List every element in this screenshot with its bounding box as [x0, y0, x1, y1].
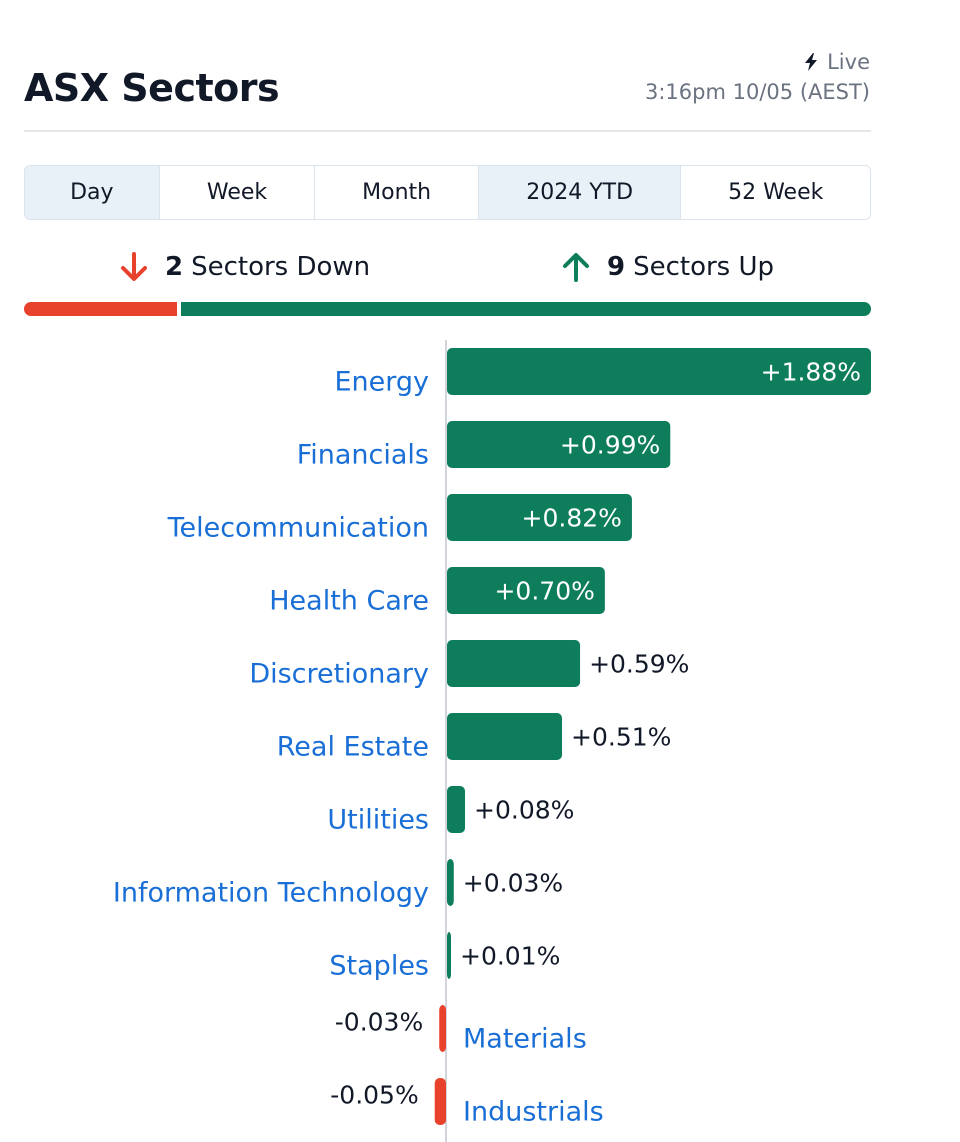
value-label-materials: -0.03%	[335, 1008, 423, 1037]
bar-telecommunication[interactable]	[447, 494, 632, 541]
category-label-materials[interactable]: Materials	[463, 1024, 587, 1055]
category-label-information-technology[interactable]: Information Technology	[113, 878, 429, 909]
sectors-down-summary: 2 Sectors Down	[117, 250, 370, 284]
sectors-up-count: 9	[607, 252, 626, 282]
category-label-health-care[interactable]: Health Care	[269, 586, 429, 617]
tab-52-week[interactable]: 52 Week	[681, 166, 870, 219]
bar-energy[interactable]	[447, 348, 871, 395]
value-label-telecommunication: +0.82%	[522, 504, 622, 533]
bar-utilities[interactable]	[447, 786, 466, 833]
tab-week[interactable]: Week	[159, 166, 316, 219]
category-label-real-estate[interactable]: Real Estate	[277, 732, 429, 763]
timestamp: 3:16pm 10/05 (AEST)	[645, 80, 870, 104]
arrow-up-icon	[563, 253, 589, 282]
ratio-bar-up	[181, 302, 871, 316]
sectors-up-summary: 9 Sectors Up	[559, 250, 774, 284]
period-tabs: Day Week Month 2024 YTD 52 Week	[24, 165, 871, 220]
value-label-staples: +0.01%	[460, 942, 560, 971]
category-label-energy[interactable]: Energy	[334, 367, 429, 398]
bar-materials[interactable]	[439, 1005, 446, 1052]
category-label-telecommunication[interactable]: Telecommunication	[167, 513, 429, 544]
value-label-utilities: +0.08%	[474, 796, 574, 825]
category-label-discretionary[interactable]: Discretionary	[249, 659, 429, 690]
ratio-bar-down	[24, 302, 177, 316]
bar-discretionary[interactable]	[447, 640, 581, 687]
value-label-health-care: +0.70%	[494, 577, 594, 606]
arrow-down-icon	[121, 252, 147, 281]
value-label-financials: +0.99%	[560, 431, 660, 460]
category-label-industrials[interactable]: Industrials	[463, 1097, 604, 1128]
page-title: ASX Sectors	[24, 66, 280, 110]
bar-health-care[interactable]	[447, 567, 605, 614]
bar-information-technology[interactable]	[447, 859, 454, 906]
bar-industrials[interactable]	[434, 1078, 446, 1125]
live-label: Live	[827, 50, 870, 74]
value-label-real-estate: +0.51%	[571, 723, 671, 752]
value-label-discretionary: +0.59%	[589, 650, 689, 679]
live-indicator: Live	[803, 50, 870, 74]
value-label-industrials: -0.05%	[330, 1081, 418, 1110]
sectors-up-label: Sectors Up	[633, 252, 775, 282]
sector-bar-chart: +1.88% Energy +0.99% Financials +0.82% Teleco…	[113, 340, 871, 1142]
up-down-ratio-bar	[24, 302, 871, 316]
value-label-energy: +1.88%	[761, 358, 861, 387]
lightning-icon	[805, 53, 818, 71]
sectors-down-count: 2	[165, 252, 184, 282]
tab-day[interactable]: Day	[25, 166, 160, 219]
bar-financials[interactable]	[447, 421, 671, 468]
tab-2024-ytd[interactable]: 2024 YTD	[478, 166, 682, 219]
category-label-staples[interactable]: Staples	[329, 951, 429, 982]
sectors-down-label: Sectors Down	[191, 252, 371, 282]
category-label-financials[interactable]: Financials	[297, 440, 429, 471]
tab-month[interactable]: Month	[315, 166, 479, 219]
divider	[24, 130, 871, 132]
bar-staples[interactable]	[447, 932, 451, 979]
bar-real-estate[interactable]	[447, 713, 563, 760]
category-label-utilities[interactable]: Utilities	[327, 805, 429, 836]
value-label-information-technology: +0.03%	[463, 869, 563, 898]
